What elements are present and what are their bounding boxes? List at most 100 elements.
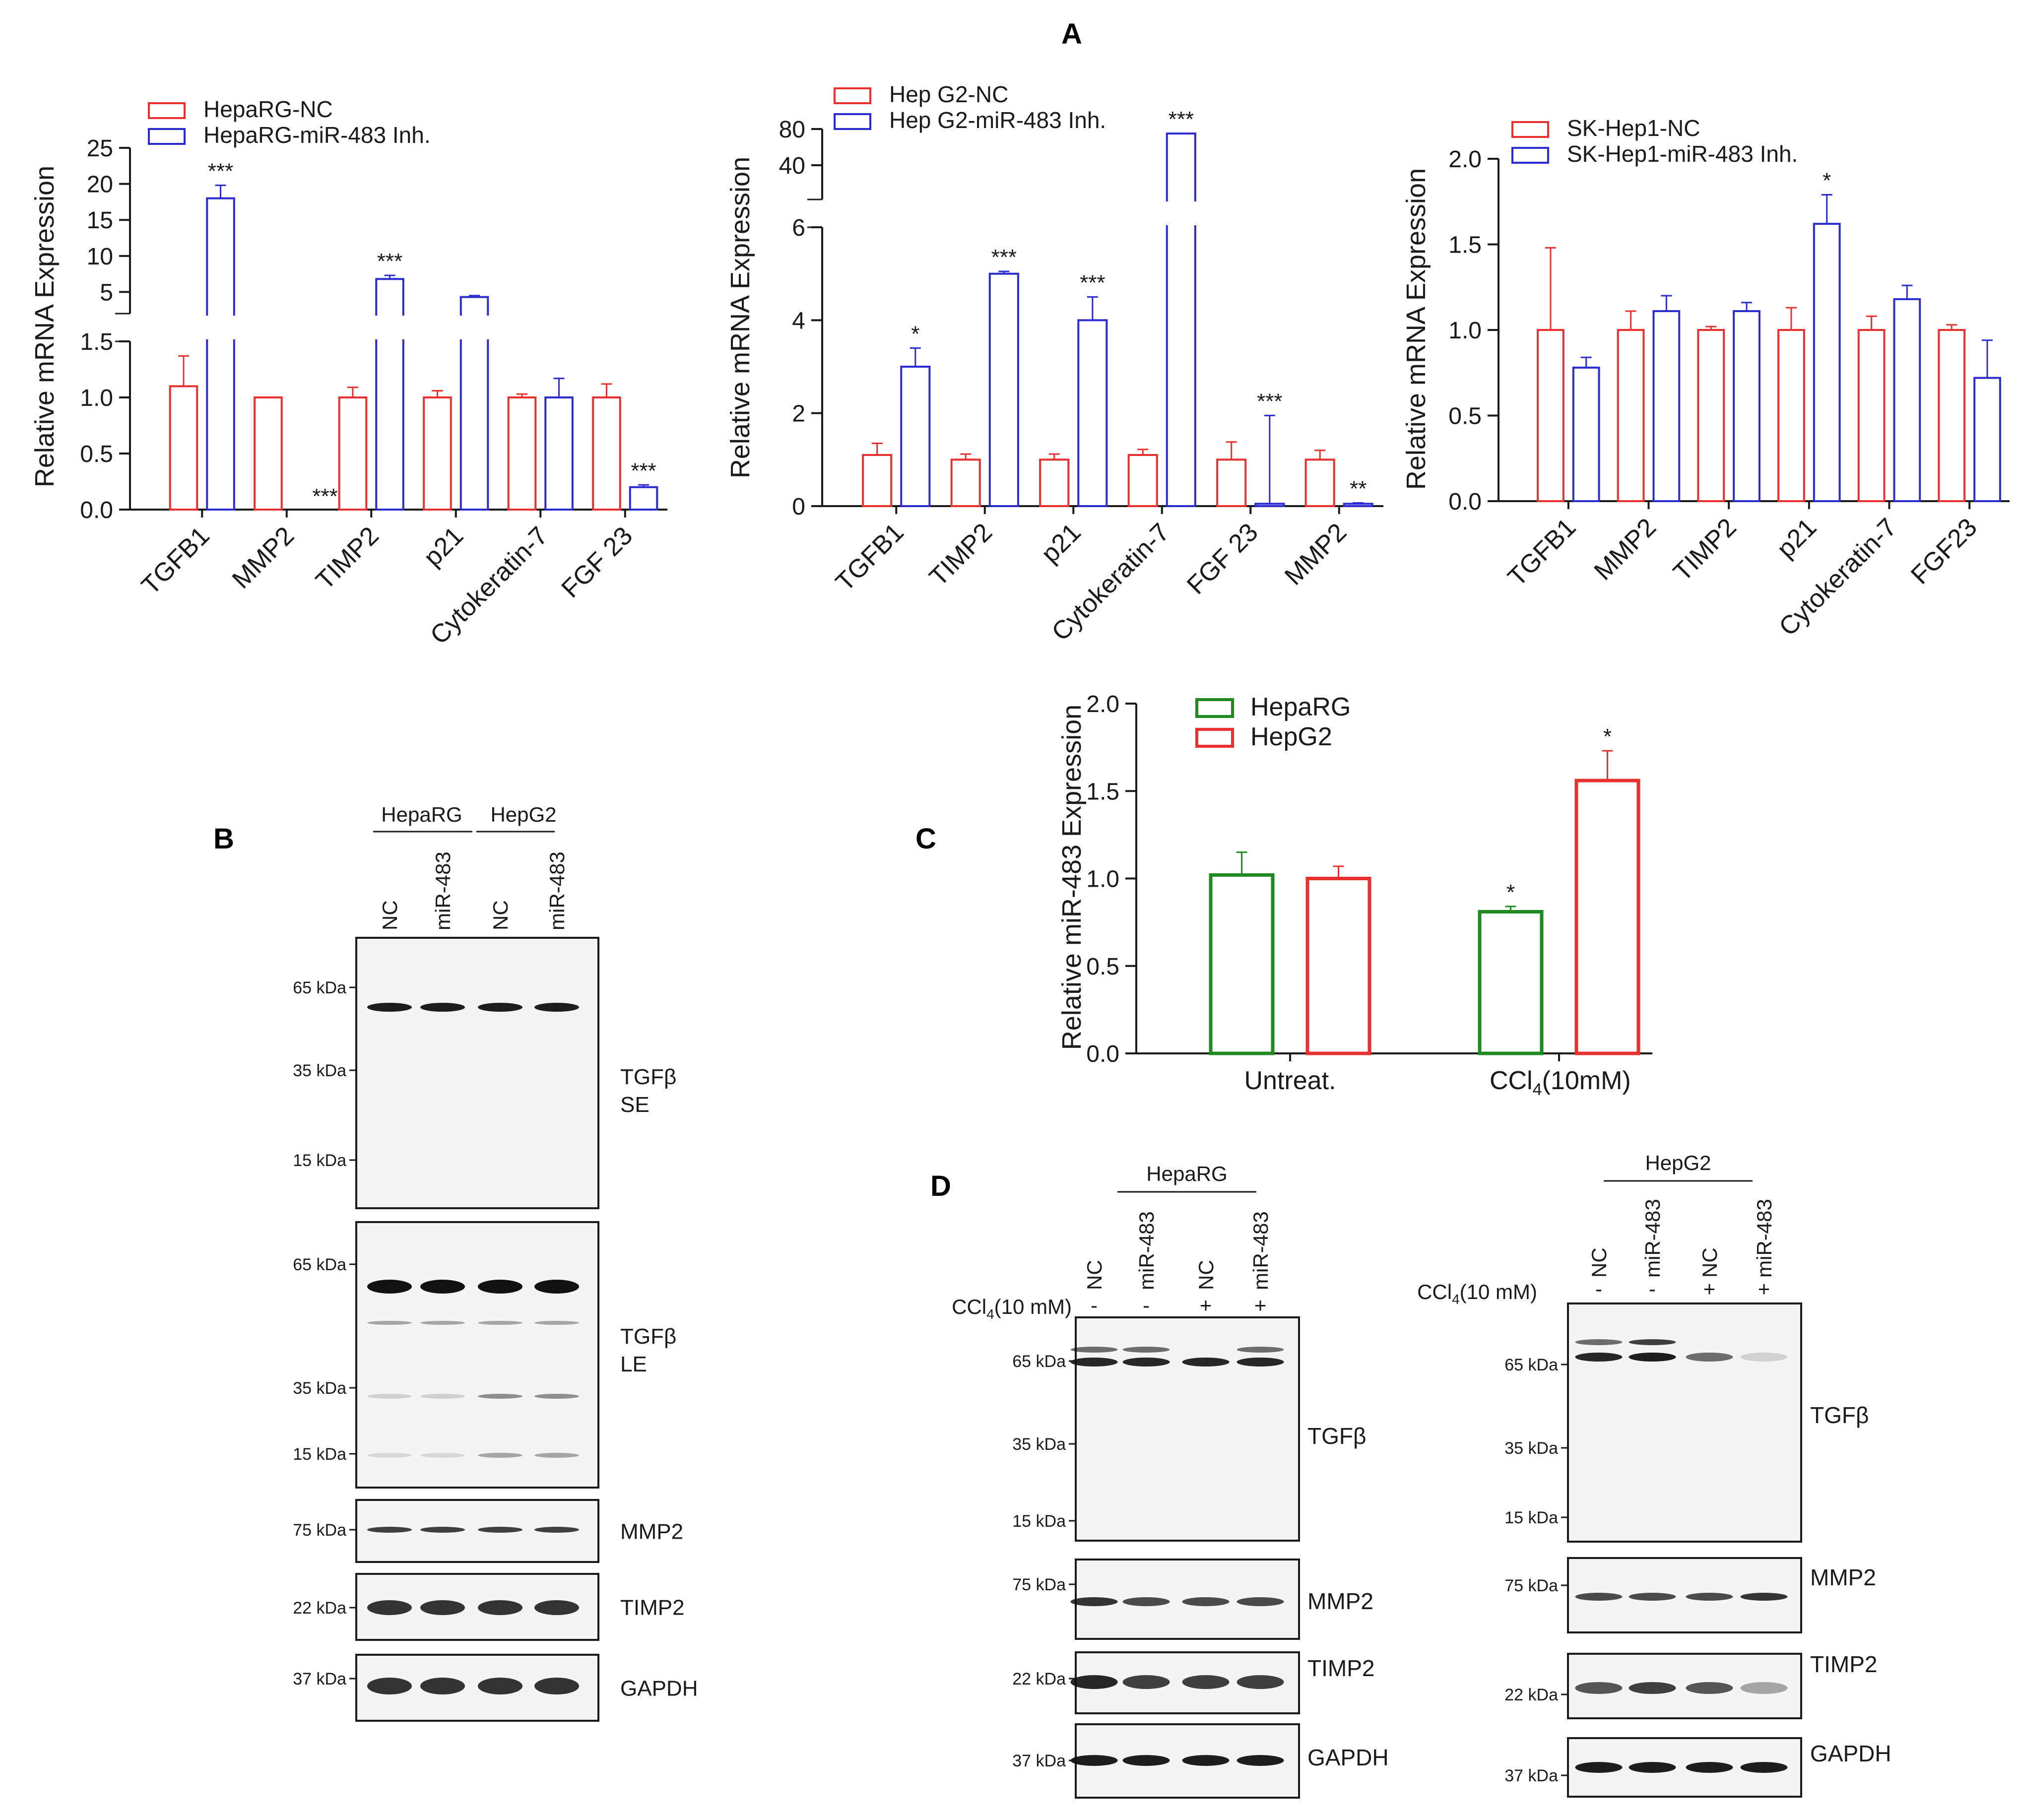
y-tick-label: 0.0	[1086, 1041, 1119, 1067]
blot-band	[367, 1527, 412, 1533]
blot-band	[420, 1527, 465, 1533]
significance-marker: ***	[991, 245, 1017, 269]
blot-band	[534, 1003, 579, 1012]
y-tick-label: 2.0	[1086, 691, 1119, 717]
blot-label: TIMP2	[1810, 1651, 1877, 1677]
legend-swatch	[148, 128, 186, 145]
blot-band	[534, 1321, 579, 1325]
significance-marker: *	[911, 322, 919, 346]
blot-band	[420, 1321, 465, 1325]
bar	[1166, 132, 1196, 507]
legend-swatch	[1511, 121, 1549, 138]
molecular-weight-marker: 75 kDa	[1504, 1576, 1558, 1595]
legend-swatch	[834, 113, 871, 130]
blot-label: MMP2	[620, 1520, 683, 1544]
blot-band	[1182, 1675, 1230, 1689]
blot-band	[478, 1280, 522, 1294]
legend-label: Hep G2-miR-483 Inh.	[889, 107, 1106, 133]
y-tick-label: 2	[792, 401, 805, 427]
blot-band	[1575, 1353, 1623, 1362]
lane-label: NC	[378, 900, 401, 930]
blot-band	[420, 1600, 465, 1615]
blot-band	[478, 1678, 522, 1694]
blot-label: TGFβ	[620, 1324, 676, 1349]
blot-band	[1629, 1762, 1676, 1773]
blot-band	[1629, 1682, 1676, 1694]
significance-marker: ***	[631, 458, 656, 483]
y-tick-label: 0.0	[80, 497, 113, 523]
blot-membrane-d	[1567, 1302, 1802, 1543]
blot-band	[1237, 1358, 1284, 1366]
y-tick-label: 1.5	[1086, 779, 1119, 805]
blot-band	[1237, 1675, 1284, 1689]
axis-break-gap	[458, 316, 490, 339]
blot-label: SE	[620, 1093, 650, 1117]
significance-marker: ***	[377, 249, 402, 273]
blot-band	[534, 1394, 579, 1399]
molecular-weight-marker: 22 kDa	[293, 1599, 346, 1618]
blot-label: MMP2	[1810, 1564, 1876, 1590]
blot-label: GAPDH	[620, 1677, 698, 1701]
lane-label: NC	[1698, 1247, 1721, 1278]
lane-label: miR-483	[1641, 1199, 1664, 1278]
treatment-sign: +	[1254, 1294, 1267, 1317]
treatment-sign: -	[1091, 1294, 1098, 1317]
blot-label: GAPDH	[1810, 1741, 1891, 1766]
molecular-weight-marker: 37 kDa	[1012, 1752, 1066, 1770]
y-tick-label: 6	[792, 215, 805, 241]
treatment-sign: -	[1649, 1277, 1656, 1300]
blot-band	[420, 1280, 465, 1294]
molecular-weight-marker: 35 kDa	[1012, 1435, 1066, 1454]
blot-band	[420, 1678, 465, 1694]
blot-band	[1237, 1597, 1284, 1606]
molecular-weight-marker: 22 kDa	[1504, 1686, 1558, 1704]
lane-label: miR-483	[545, 851, 569, 930]
legend-label: HepaRG-miR-483 Inh.	[203, 122, 431, 148]
blot-band	[1740, 1762, 1788, 1773]
blot-band	[1070, 1347, 1118, 1353]
blot-label: TIMP2	[620, 1596, 685, 1620]
blot-band	[367, 1394, 412, 1399]
panel-letter-c: C	[915, 823, 936, 855]
blot-label: TGFβ	[1307, 1423, 1366, 1449]
panel-letter-a: A	[1061, 18, 1082, 50]
molecular-weight-marker: 35 kDa	[1504, 1439, 1558, 1458]
y-tick-label: 4	[792, 308, 805, 334]
blot-band	[367, 1321, 412, 1325]
y-tick-label: 2.0	[1448, 146, 1482, 173]
legend-label: Hep G2-NC	[889, 81, 1008, 107]
legend-swatch	[1511, 147, 1549, 164]
legend-swatch	[1195, 698, 1234, 718]
y-tick-label: 20	[87, 172, 113, 198]
x-tick-label: Untreat.	[1244, 1066, 1336, 1095]
significance-marker: ***	[1169, 107, 1194, 131]
lane-label: NC	[489, 900, 512, 930]
blot-band	[1575, 1762, 1623, 1773]
blot-band	[1686, 1593, 1733, 1601]
axis-break-gap	[374, 316, 405, 339]
molecular-weight-marker: 15 kDa	[293, 1151, 346, 1170]
treatment-sign: +	[1200, 1294, 1212, 1317]
bar	[254, 396, 283, 511]
blot-band	[367, 1600, 412, 1615]
blot-label: TGFβ	[620, 1065, 676, 1089]
molecular-weight-marker: 75 kDa	[293, 1521, 346, 1540]
significance-marker: ***	[208, 159, 233, 184]
y-tick-label: 5	[100, 279, 113, 306]
molecular-weight-marker: 35 kDa	[293, 1379, 346, 1398]
blot-band	[1122, 1597, 1170, 1606]
blot-band	[534, 1527, 579, 1533]
lane-label: NC	[1194, 1260, 1218, 1290]
blot-membrane-d	[1075, 1316, 1300, 1542]
blot-label: LE	[620, 1352, 647, 1376]
blot-band	[1740, 1353, 1788, 1362]
blot-band	[1629, 1353, 1676, 1362]
y-axis-label: Relative mRNA Expression	[1401, 168, 1431, 490]
blot-band	[1182, 1358, 1230, 1366]
blot-band	[1070, 1675, 1118, 1689]
blot-band	[1237, 1755, 1284, 1766]
y-axis-label: Relative mRNA Expression	[725, 157, 755, 478]
blot-band	[1237, 1347, 1284, 1353]
lane-label: NC	[1083, 1260, 1106, 1290]
